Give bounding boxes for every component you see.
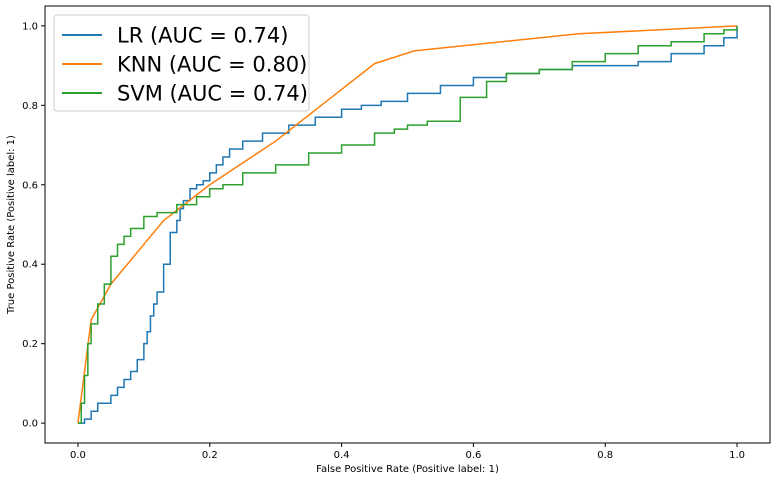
x-tick-label: 0.6 [465,450,481,461]
y-tick-label: 0.6 [22,180,38,191]
x-tick-label: 1.0 [729,450,745,461]
y-tick-label: 0.8 [22,101,38,112]
x-tick-label: 0.8 [597,450,613,461]
y-tick-label: 0.4 [22,260,38,271]
x-tick-label: 0.0 [70,450,86,461]
plot-lines [77,25,738,424]
x-tick-label: 0.2 [202,450,218,461]
legend-label: SVM (AUC = 0.74) [117,82,308,106]
y-tick-label: 0.0 [22,419,38,430]
x-axis-ticks: 0.0 0.2 0.4 0.6 0.8 1.0 [70,443,745,461]
x-axis-label: False Positive Rate (Positive label: 1) [316,464,499,475]
legend-box [53,14,310,112]
series-line-2 [77,25,738,424]
axes-frame [44,5,771,444]
legend-label: KNN (AUC = 0.80) [117,53,307,77]
x-tick-label: 0.4 [334,450,350,461]
y-tick-label: 0.2 [22,339,38,350]
legend-label: LR (AUC = 0.74) [117,24,288,48]
y-axis-label: True Positive Rate (Positive label: 1) [6,135,17,315]
y-axis-ticks: 0.0 0.2 0.4 0.6 0.8 1.0 [22,21,45,430]
y-tick-label: 1.0 [22,21,38,32]
legend: LR (AUC = 0.74) KNN (AUC = 0.80) SVM (AUC … [53,14,310,112]
